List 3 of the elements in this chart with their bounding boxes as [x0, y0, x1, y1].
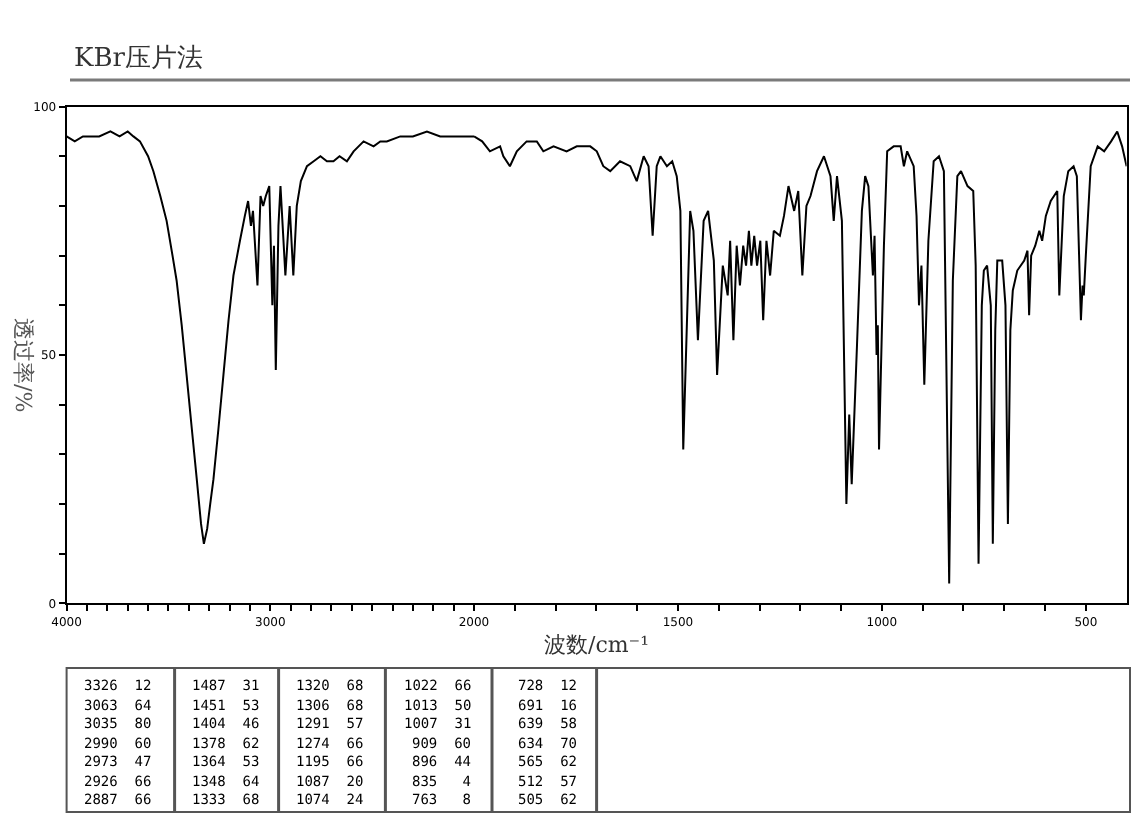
x-axis-title: 波数/cm⁻¹	[544, 632, 650, 658]
chart-title: KBr压片法	[74, 44, 203, 74]
y-axis-title: 透过率/%	[10, 318, 36, 413]
